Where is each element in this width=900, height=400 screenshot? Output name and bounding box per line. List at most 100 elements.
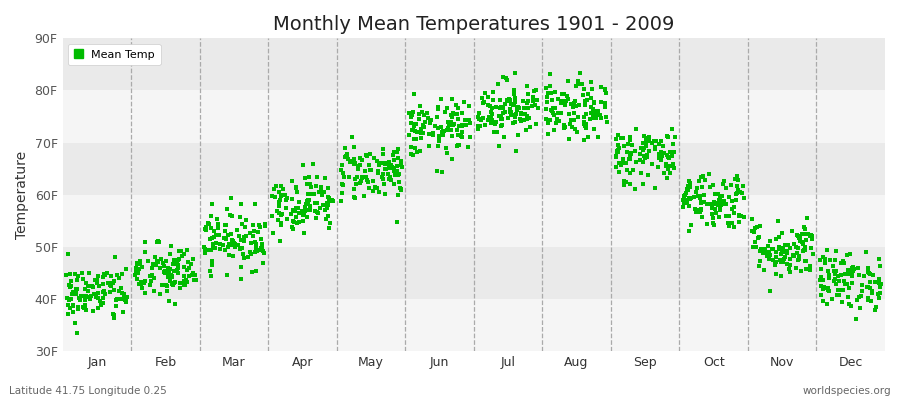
Point bbox=[242, 230, 256, 236]
Point bbox=[217, 247, 231, 253]
Point bbox=[273, 238, 287, 244]
Point bbox=[321, 224, 336, 231]
Point bbox=[556, 122, 571, 128]
Point bbox=[89, 294, 104, 300]
Point bbox=[798, 226, 813, 233]
Point bbox=[487, 129, 501, 135]
Point bbox=[821, 284, 835, 291]
Point bbox=[693, 195, 707, 201]
Point bbox=[105, 280, 120, 286]
Point bbox=[681, 186, 696, 193]
Point bbox=[834, 287, 849, 294]
Point bbox=[66, 289, 80, 296]
Point bbox=[662, 153, 676, 160]
Point bbox=[64, 283, 78, 289]
Point bbox=[665, 141, 680, 148]
Point bbox=[661, 166, 675, 172]
Point bbox=[302, 181, 317, 188]
Point bbox=[520, 105, 535, 111]
Point bbox=[752, 234, 766, 240]
Point bbox=[486, 97, 500, 104]
Point bbox=[173, 284, 187, 291]
Point bbox=[584, 104, 598, 110]
Point bbox=[103, 288, 117, 295]
Point bbox=[693, 208, 707, 215]
Point bbox=[151, 258, 166, 265]
Point bbox=[157, 262, 171, 269]
Point bbox=[868, 306, 883, 313]
Point bbox=[295, 208, 310, 215]
Point bbox=[688, 205, 702, 212]
Point bbox=[799, 266, 814, 272]
Point bbox=[387, 168, 401, 174]
Point bbox=[285, 178, 300, 184]
Point bbox=[403, 111, 418, 118]
Point bbox=[827, 268, 842, 274]
Point bbox=[184, 261, 198, 267]
Point bbox=[552, 118, 566, 124]
Point bbox=[498, 101, 512, 108]
Point bbox=[702, 171, 716, 177]
Point bbox=[74, 292, 88, 299]
Point bbox=[578, 102, 592, 108]
Point bbox=[366, 154, 381, 161]
Point bbox=[752, 248, 767, 254]
Point bbox=[300, 181, 314, 187]
Point bbox=[256, 259, 271, 266]
Point bbox=[485, 104, 500, 111]
Point bbox=[820, 247, 834, 253]
Point bbox=[756, 250, 770, 256]
Point bbox=[147, 288, 161, 294]
Point bbox=[319, 174, 333, 181]
Point bbox=[371, 168, 385, 174]
Point bbox=[494, 114, 508, 120]
Point bbox=[845, 272, 859, 279]
Point bbox=[474, 95, 489, 102]
Point bbox=[745, 243, 760, 250]
Point bbox=[609, 136, 624, 142]
Point bbox=[627, 186, 642, 192]
Point bbox=[138, 239, 152, 245]
Point bbox=[520, 91, 535, 98]
Point bbox=[523, 124, 537, 130]
Point bbox=[862, 284, 877, 291]
Point bbox=[639, 143, 653, 149]
Point bbox=[255, 242, 269, 248]
Point bbox=[130, 268, 144, 275]
Point bbox=[732, 213, 746, 219]
Point bbox=[576, 92, 590, 99]
Point bbox=[103, 282, 117, 288]
Point bbox=[637, 132, 652, 139]
Point bbox=[508, 95, 522, 102]
Point bbox=[355, 175, 369, 182]
Point bbox=[84, 292, 98, 299]
Point bbox=[554, 91, 569, 97]
Point bbox=[528, 121, 543, 127]
Point bbox=[484, 109, 499, 115]
Point bbox=[677, 193, 691, 199]
Point bbox=[158, 282, 173, 288]
Point bbox=[392, 171, 406, 177]
Point bbox=[347, 176, 362, 182]
Point bbox=[637, 145, 652, 151]
Point bbox=[445, 114, 459, 120]
Point bbox=[249, 241, 264, 247]
Point bbox=[804, 245, 818, 252]
Point bbox=[301, 214, 315, 220]
Point bbox=[275, 186, 290, 192]
Point bbox=[678, 192, 692, 198]
Point bbox=[384, 162, 399, 168]
Point bbox=[272, 188, 286, 195]
Point bbox=[362, 185, 376, 191]
Point bbox=[732, 219, 746, 225]
Point bbox=[244, 250, 258, 257]
Point bbox=[255, 244, 269, 250]
Point bbox=[499, 74, 513, 81]
Point bbox=[861, 297, 876, 303]
Point bbox=[392, 184, 407, 191]
Point bbox=[338, 154, 353, 160]
Point bbox=[482, 102, 496, 108]
Point bbox=[557, 123, 572, 130]
Point bbox=[436, 132, 450, 138]
Point bbox=[177, 278, 192, 284]
